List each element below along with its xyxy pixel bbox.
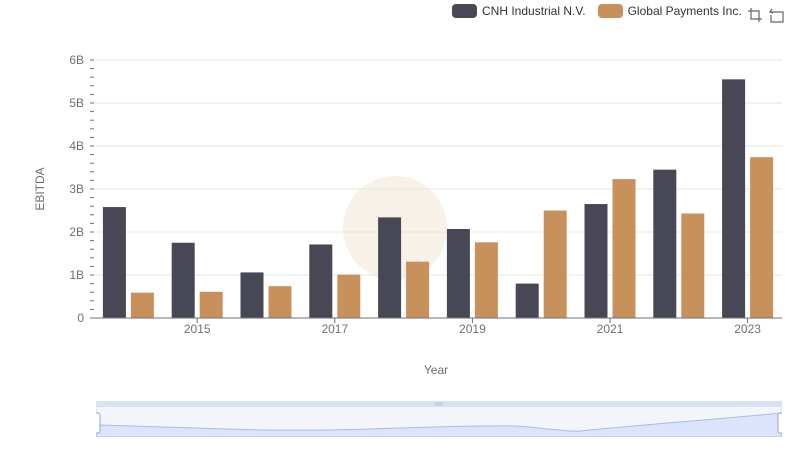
bar-cnh-industrial-2018 — [378, 217, 402, 318]
zoom-reset-icon[interactable] — [768, 6, 786, 24]
x-tick-label: 2017 — [321, 322, 348, 336]
bar-global-payments-2017 — [337, 274, 361, 318]
bar-global-payments-2021 — [612, 179, 636, 318]
y-tick-label: 6B — [69, 53, 84, 67]
bar-cnh-industrial-2017 — [309, 244, 333, 318]
y-tick-label: 0 — [77, 311, 84, 325]
x-tick-label: 2019 — [459, 322, 486, 336]
zoom-handle-left[interactable] — [96, 412, 101, 434]
y-axis-title: EBITDA — [33, 167, 47, 210]
bar-cnh-industrial-2016 — [240, 272, 264, 318]
legend-swatch-global-payments — [597, 4, 623, 18]
legend: CNH Industrial N.V. Global Payments Inc. — [452, 4, 754, 18]
data-zoom-slider[interactable] — [96, 401, 782, 437]
y-tick-label: 5B — [69, 96, 84, 110]
zoom-slider-preview-area — [96, 412, 782, 437]
bar-cnh-industrial-2014 — [102, 207, 126, 318]
legend-label-global-payments: Global Payments Inc. — [627, 4, 742, 18]
y-tick-label: 3B — [69, 182, 84, 196]
zoom-select-icon[interactable] — [746, 6, 764, 24]
legend-item-global-payments[interactable]: Global Payments Inc. — [597, 4, 742, 18]
bar-cnh-industrial-2021 — [584, 204, 608, 318]
bar-global-payments-2018 — [406, 261, 430, 318]
y-tick-label: 2B — [69, 225, 84, 239]
bar-global-payments-2014 — [130, 292, 154, 318]
legend-label-cnh-industrial: CNH Industrial N.V. — [482, 4, 586, 18]
bar-global-payments-2019 — [474, 242, 498, 318]
y-tick-label: 4B — [69, 139, 84, 153]
bar-cnh-industrial-2015 — [171, 242, 195, 318]
bar-global-payments-2022 — [681, 213, 705, 318]
toolbox — [746, 6, 790, 24]
bar-global-payments-2023 — [750, 157, 774, 318]
legend-item-cnh-industrial[interactable]: CNH Industrial N.V. — [452, 4, 586, 18]
bar-cnh-industrial-2019 — [446, 228, 470, 318]
x-tick-label: 2021 — [597, 322, 624, 336]
zoom-slider-grip[interactable] — [435, 402, 443, 406]
bar-cnh-industrial-2023 — [722, 79, 746, 318]
bar-global-payments-2020 — [543, 210, 567, 318]
zoom-handle-right[interactable] — [777, 412, 782, 434]
bar-cnh-industrial-2020 — [515, 283, 539, 318]
bar-global-payments-2016 — [268, 286, 292, 318]
bar-global-payments-2015 — [199, 291, 223, 318]
y-tick-label: 1B — [69, 268, 84, 282]
bar-cnh-industrial-2022 — [653, 169, 677, 318]
x-tick-label: 2023 — [734, 322, 761, 336]
x-tick-label: 2015 — [184, 322, 211, 336]
x-axis-title: Year — [424, 363, 448, 377]
legend-swatch-cnh-industrial — [452, 4, 477, 18]
